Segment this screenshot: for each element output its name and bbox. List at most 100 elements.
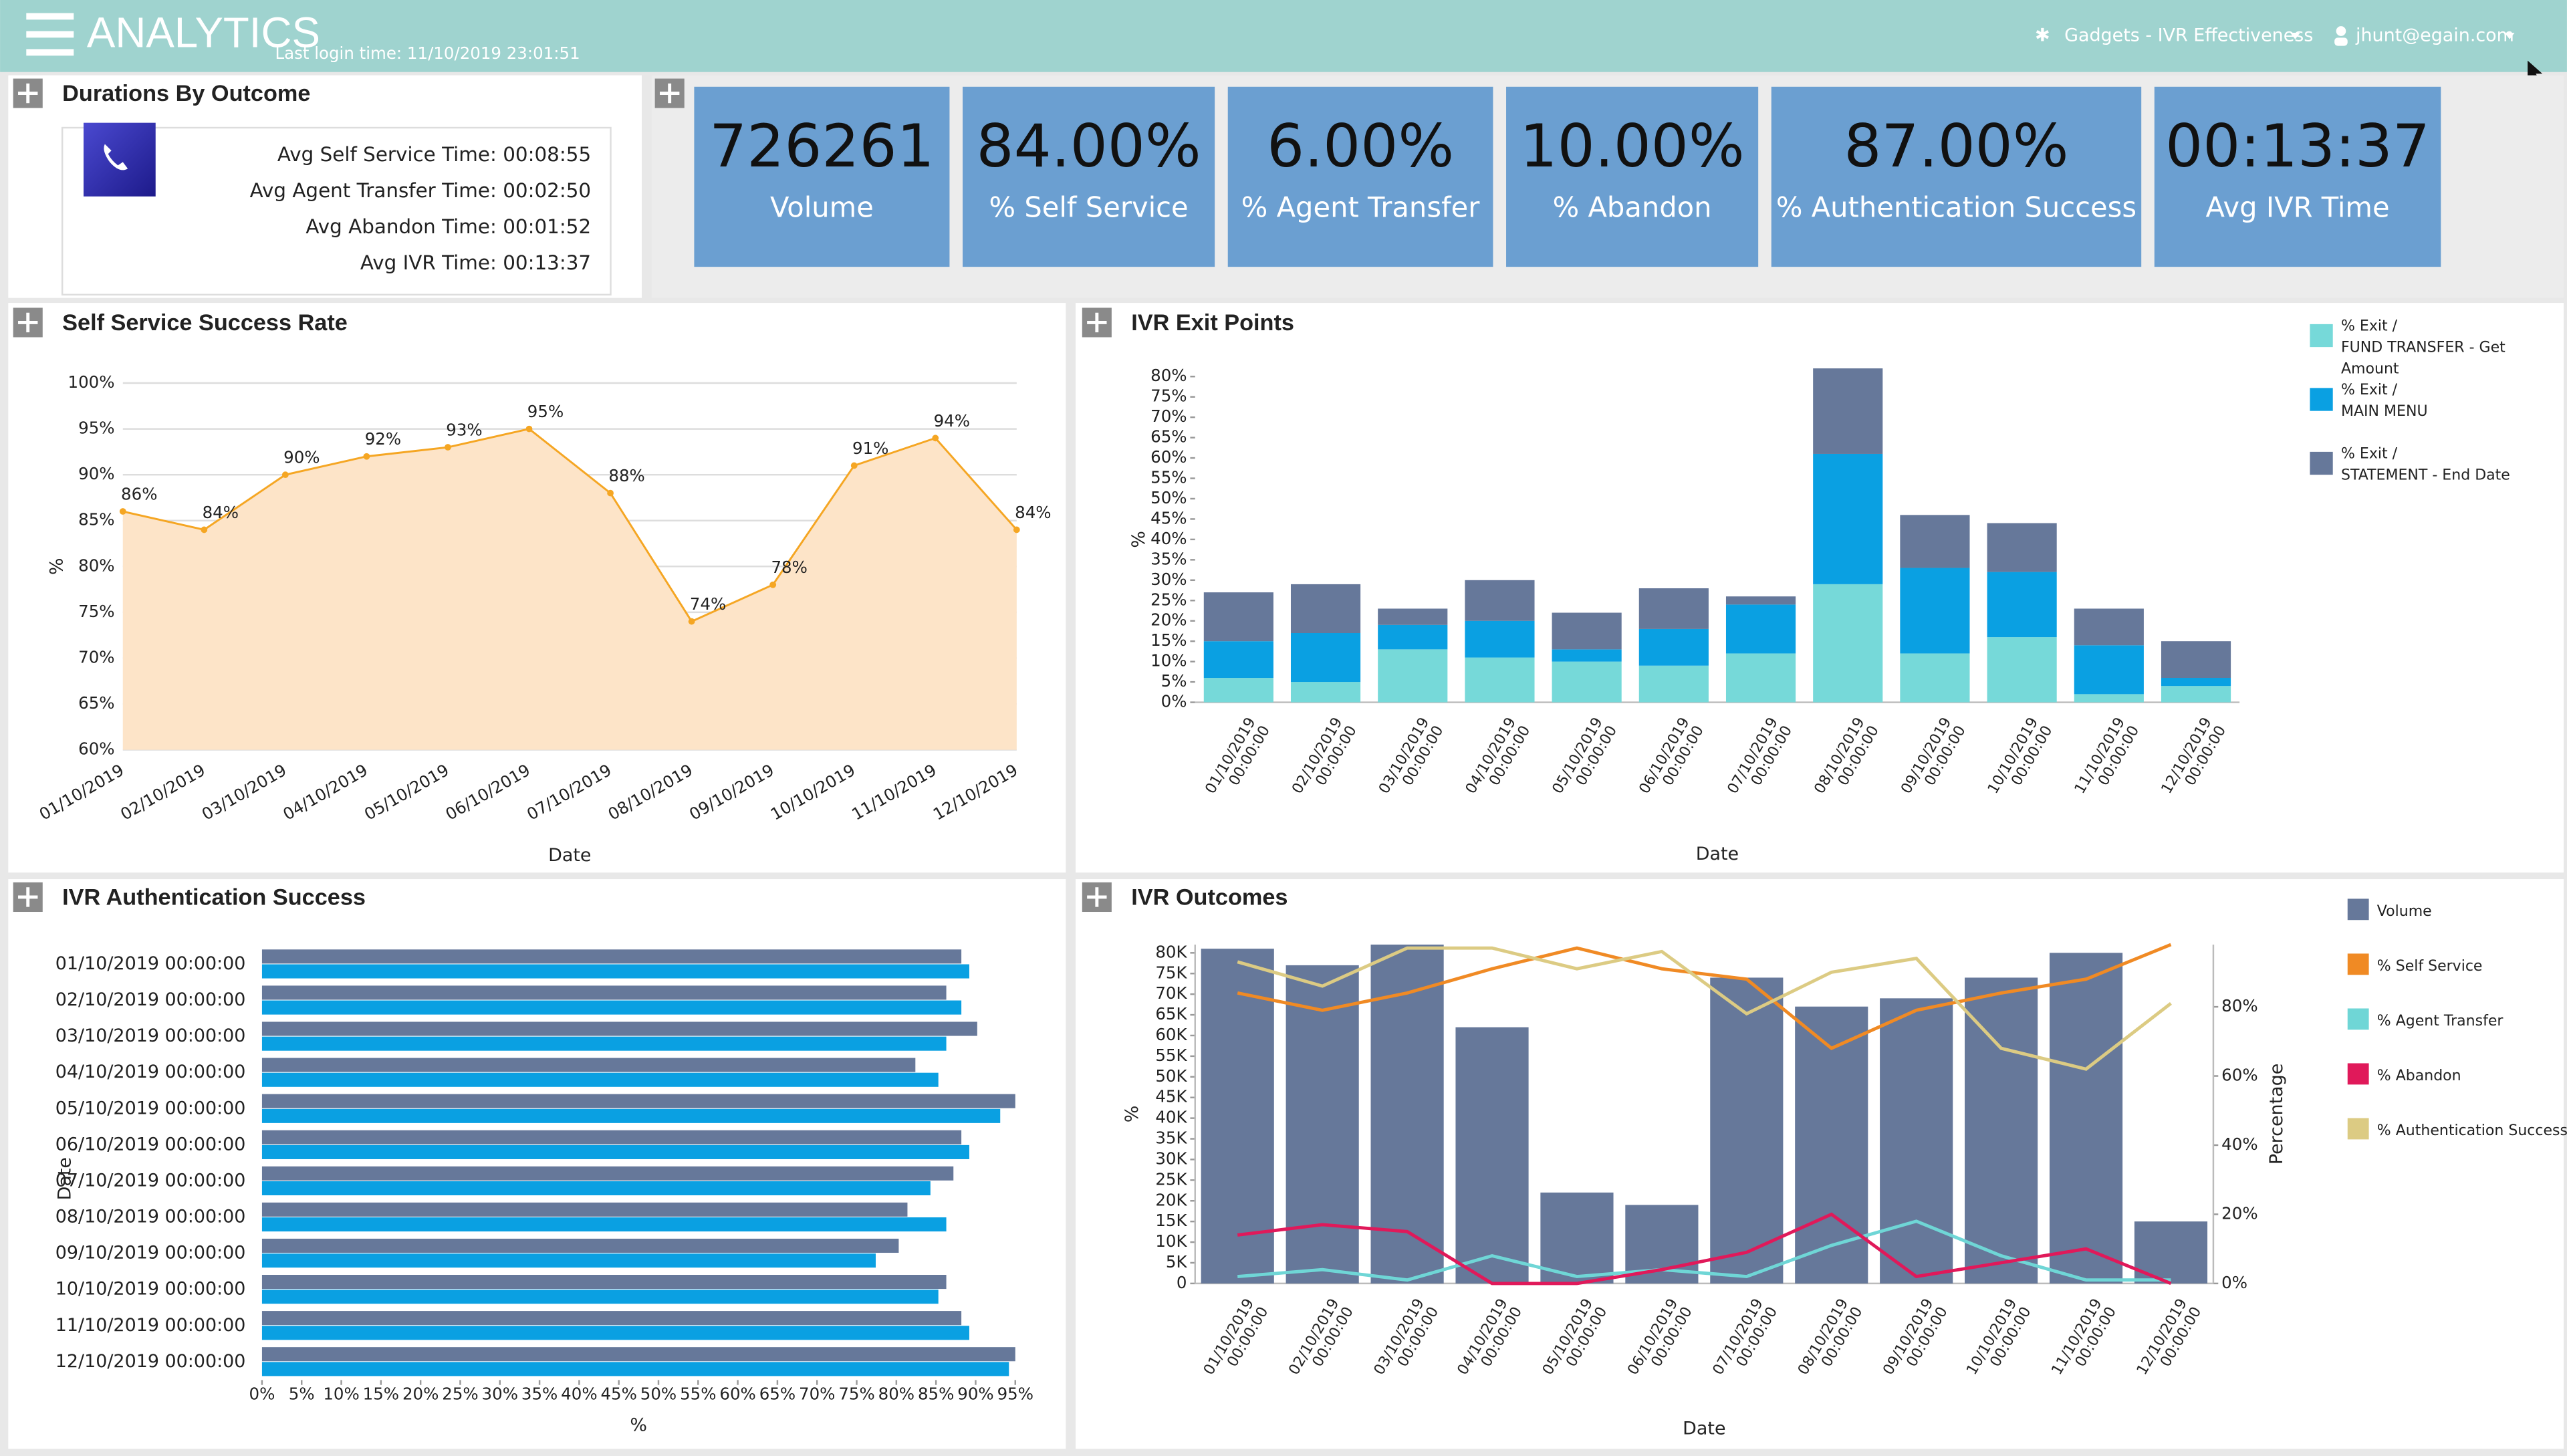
y-tick-label: 80K [1155,942,1187,961]
legend-label-box: % Exit / MAIN MENU [2341,383,2428,420]
y-tick-label: 70% [78,647,114,666]
y-tick-label: 08/10/2019 00:00:00 [55,1207,246,1227]
x-tick-label: 10% [323,1384,359,1403]
bar-segment [1465,657,1535,703]
kpi-value: 6.00% [1267,112,1454,180]
bar [261,985,947,1000]
bar [261,1362,1009,1376]
y-axis-title: % [1128,531,1149,548]
legend-label: % Exit / STATEMENT - End Date [2340,447,2510,485]
x-tick-label: 5% [289,1384,315,1403]
header-bar [0,0,2567,72]
duration-line: Avg Self Service Time: 00:08:55 [277,143,591,166]
point [119,508,126,515]
y-tick-label: 05/10/2019 00:00:00 [55,1098,246,1118]
kpi-tile [2154,86,2441,267]
x-tick-label: 25% [442,1384,478,1403]
bar-segment [1290,632,1361,683]
bar-segment [1290,584,1361,633]
point [769,581,777,588]
phone-glyph [104,144,128,170]
bar-segment [1378,649,1448,703]
bar-segment [1813,453,1883,584]
y-tick-label: 30K [1155,1148,1187,1168]
x-axis-title: Date [1683,1418,1725,1439]
legend-swatch [2310,324,2333,348]
bar [1455,1027,1529,1284]
bar-segment [1638,628,1709,666]
bar [261,1311,962,1326]
legend-label: % Agent Transfer [2377,1013,2504,1029]
y-tick-label: 35% [1150,549,1187,568]
bar-segment [1638,665,1709,703]
bar-segment [1465,580,1535,621]
legend-label-box: % Exit / STATEMENT - End Date [2340,447,2510,485]
y-tick-label: 10/10/2019 00:00:00 [55,1279,246,1300]
point [525,425,533,433]
y-tick-label: 65% [1150,427,1187,447]
kpi-label: Volume [770,191,874,223]
bar [261,1253,876,1268]
point [1013,526,1020,533]
duration-line: Avg Agent Transfer Time: 00:02:50 [250,179,592,202]
expand-buttons[interactable] [13,78,1112,913]
user-icon [2336,26,2346,36]
bar-segment [2161,641,2231,679]
point [932,435,939,442]
bar-segment [1638,588,1709,629]
kpi-tile [963,86,1215,267]
bar-segment [1987,523,2057,572]
point [281,471,289,479]
bar-segment [2074,645,2144,695]
y-tick-label: 10% [1150,651,1187,671]
y-tick-label: 25K [1155,1169,1187,1189]
y-tick-label: 50K [1155,1066,1187,1086]
bar-segment [1725,653,1796,703]
y-tick-label: 5K [1166,1252,1188,1271]
x-tick-label-box: 12/10/2019 00:00:00 [2160,715,2231,797]
bar-segment [2161,686,2231,703]
bar-segment [1900,568,1970,654]
y-tick-label: 03/10/2019 00:00:00 [55,1025,246,1046]
bar-segment [1813,368,1883,454]
bar [261,1290,939,1304]
bar [1710,977,1784,1284]
y-tick-label: 75% [1150,386,1187,406]
x-tick-label: 40% [561,1384,597,1403]
x-tick-label: 55% [680,1384,716,1403]
y-tick-label: 45K [1155,1087,1187,1106]
menu-icon[interactable] [26,13,74,56]
y-tick-label: 20% [2221,1203,2257,1223]
user-menu[interactable]: jhunt@egain.com [2355,25,2514,45]
value-label: 86% [121,485,157,504]
value-label: 93% [446,420,482,440]
y-axis-title: % [46,558,67,576]
panel-title: IVR Authentication Success [62,884,366,910]
y-tick-label: 40% [2221,1134,2257,1154]
y-tick-label: 12/10/2019 00:00:00 [55,1351,246,1372]
bar [1965,977,2038,1284]
line [1237,943,2172,1051]
gadgets-menu[interactable]: Gadgets - IVR Effectiveness [2064,25,2313,45]
y-tick-label: 65% [78,693,114,713]
y-tick-label: 75% [78,602,114,621]
x-tick-label: 0% [249,1384,275,1403]
bar-segment [1552,661,1622,703]
bar [261,1036,947,1051]
y-tick-label: 04/10/2019 00:00:00 [55,1062,246,1082]
x-tick-label: 60% [719,1384,755,1403]
y-tick-label: 50% [1150,488,1187,507]
bar-segment [1203,641,1273,679]
legend-swatch [2347,953,2369,975]
bar [261,1166,954,1181]
bar-segment [2074,608,2144,646]
bar [1540,1192,1614,1284]
bar [261,1238,899,1253]
kpi-value: 726261 [709,112,934,180]
x-axis-title: Date [548,845,591,866]
bar [261,1072,939,1087]
bar-segment [1987,572,2057,638]
bar [261,1000,962,1015]
bar [1880,998,1953,1284]
legend-swatch [2310,388,2333,411]
